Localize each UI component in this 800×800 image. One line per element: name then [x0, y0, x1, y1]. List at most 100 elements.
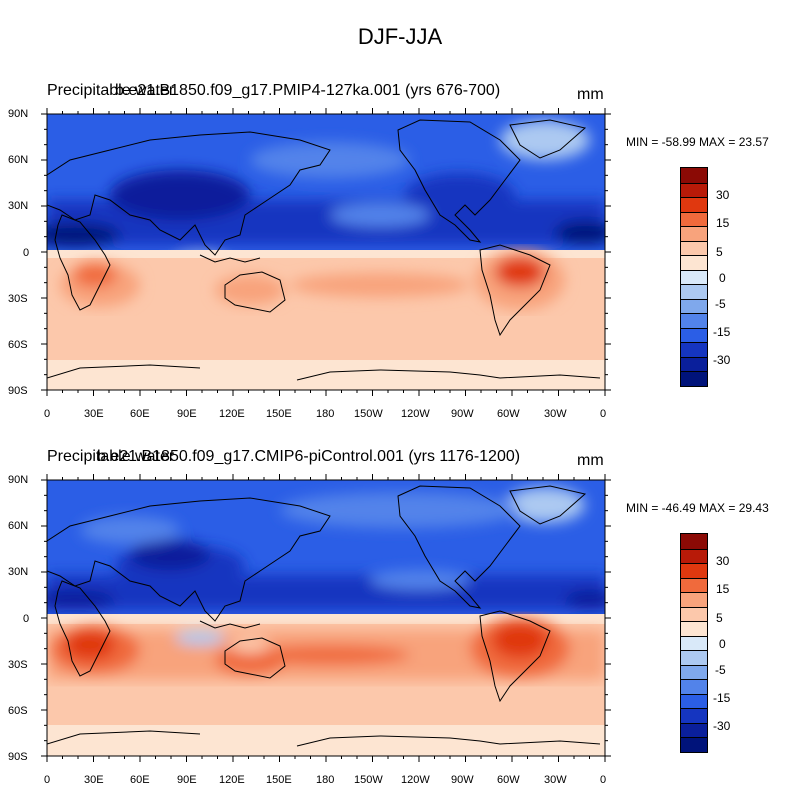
panel-1-xlabel: 30W — [544, 408, 567, 420]
panel-1-xlabels: 0 30E 60E 90E 120E 150E 180 150W 120W 90… — [0, 408, 800, 422]
axis-ticks — [41, 108, 611, 396]
colorbar-box — [681, 168, 707, 183]
panel-1-xlabel: 90W — [451, 408, 474, 420]
panel-1-xlabel: 150E — [266, 408, 292, 420]
panel-1-coastlines — [47, 119, 601, 381]
colorbar-box — [681, 664, 707, 680]
colorbar-box — [681, 313, 707, 328]
panel-1-ylabel-90n: 90N — [8, 108, 29, 120]
panel-2-xlabel: 30W — [544, 774, 567, 786]
panel-2-xlabel: 120E — [219, 774, 245, 786]
colorbar-box — [681, 298, 707, 314]
panel-1-ylabel-30s: 30S — [8, 293, 28, 305]
panel-1-min: MIN = -58.99 — [626, 135, 696, 149]
panel-2-ylabel-90n: 90N — [8, 474, 29, 486]
panel-1-ylabel-60s: 60S — [8, 339, 28, 351]
panel-1-colorbar-label: 15 — [716, 216, 730, 230]
colorbar-box — [681, 693, 707, 709]
panel-1-xlabel: 30E — [84, 408, 104, 420]
panel-1-xlabel: 60W — [497, 408, 520, 420]
panel-1-center-string: b.e21.B1850.f09_g17.PMIP4-127ka.001 (yrs… — [115, 82, 501, 99]
panel-2-colorbar-boxes — [681, 534, 707, 752]
colorbar-box — [681, 563, 707, 578]
colorbar-box — [681, 371, 707, 386]
panel-1-colorbar-label: -15 — [713, 325, 731, 339]
colorbar-box — [681, 226, 707, 241]
colorbar-box — [681, 708, 707, 723]
panel-1-xlabel: 0 — [44, 408, 51, 420]
panel-2-ylabel-30n: 30N — [8, 566, 29, 578]
panel-2-colorbar-label: 5 — [716, 611, 723, 625]
colorbar-box — [681, 255, 707, 270]
colorbar-box — [681, 534, 707, 549]
panel-2-xlabel: 60E — [130, 774, 150, 786]
panel-1-xlabel: 0 — [600, 408, 607, 420]
panel-2-xlabel: 150E — [266, 774, 292, 786]
panel-2-xlabel: 120W — [401, 774, 430, 786]
panel-1-xlabel: 180 — [316, 408, 335, 420]
panel-2-xlabel: 0 — [600, 774, 607, 786]
colorbar-box — [681, 269, 707, 285]
colorbar-box — [681, 548, 707, 564]
panel-2-ylabel-60n: 60N — [8, 520, 29, 532]
panel-2-colorbar-label: 15 — [716, 582, 730, 596]
colorbar-box — [681, 621, 707, 636]
colorbar-box — [681, 635, 707, 651]
colorbar-box — [681, 284, 707, 299]
panel-2-ylabel-0: 0 — [23, 613, 30, 625]
panel-2-xlabel: 0 — [44, 774, 51, 786]
panel-1-colorbar-label: 0 — [719, 271, 726, 285]
panel-1-ylabel-30n: 30N — [8, 200, 29, 212]
panel-2-colorbar-label: -30 — [713, 719, 731, 733]
panel-1-ylabel-60n: 60N — [8, 154, 29, 166]
panel-2-ylabel-60s: 60S — [8, 705, 28, 717]
panel-1-xlabel: 90E — [177, 408, 197, 420]
panel-2-xlabel: 60W — [497, 774, 520, 786]
colorbar-box — [681, 211, 707, 227]
panel-2-ylabel-90s: 90S — [8, 751, 28, 763]
panel-1-colorbar-label: -30 — [713, 353, 731, 367]
colorbar-box — [681, 197, 707, 212]
figure-title: DJF-JJA — [357, 24, 443, 49]
colorbar-box — [681, 679, 707, 694]
panel-1-colorbar-boxes — [681, 168, 707, 386]
panel-2-colorbar-label: -5 — [715, 663, 726, 677]
panel-1-units: mm — [577, 86, 604, 103]
panel-2-minmax: MIN = -46.49 MAX = 29.43 — [626, 501, 769, 515]
panel-2-center-string: b.e21.B1850.f09_g17.CMIP6-piControl.001 … — [97, 448, 521, 465]
panel-1-colorbar-label: 5 — [716, 245, 723, 259]
colorbar-box — [681, 327, 707, 343]
panel-2-field — [47, 480, 605, 756]
panel-2-ylabel-30s: 30S — [8, 659, 28, 671]
colorbar-box — [681, 650, 707, 665]
colorbar-box — [681, 240, 707, 256]
panel-2-min: MIN = -46.49 — [626, 501, 696, 515]
panel-2-xlabel: 30E — [84, 774, 104, 786]
panel-2-units: mm — [577, 452, 604, 469]
panel-1-xlabel: 150W — [354, 408, 383, 420]
panel-2-coastlines — [47, 485, 601, 747]
panel-2-xlabels: 0 30E 60E 90E 120E 150E 180 150W 120W 90… — [0, 774, 800, 788]
panel-2-colorbar — [680, 533, 708, 753]
panel-2-max: MAX = 29.43 — [699, 501, 769, 515]
panel-2-xlabel: 180 — [316, 774, 335, 786]
panel-1-left-string: Precipitable water — [47, 82, 175, 99]
colorbar-box — [681, 722, 707, 738]
panel-1-max: MAX = 23.57 — [699, 135, 769, 149]
colorbar-box — [681, 182, 707, 198]
colorbar-box — [681, 356, 707, 372]
colorbar-box — [681, 606, 707, 622]
panel-2-left-string: Precipitable water — [47, 448, 175, 465]
panel-2-xlabel: 90E — [177, 774, 197, 786]
panel-1-colorbar-label: 30 — [716, 188, 730, 202]
panel-1-xlabel: 120E — [219, 408, 245, 420]
colorbar-box — [681, 577, 707, 593]
panel-2-xlabel: 90W — [451, 774, 474, 786]
panel-1-colorbar — [680, 167, 708, 387]
colorbar-box — [681, 592, 707, 607]
panel-1-ylabel-90s: 90S — [8, 385, 28, 397]
panel-2-colorbar-label: -15 — [713, 691, 731, 705]
panel-1-header: Precipitable water b.e21.B1850.f09_g17.P… — [47, 82, 567, 102]
